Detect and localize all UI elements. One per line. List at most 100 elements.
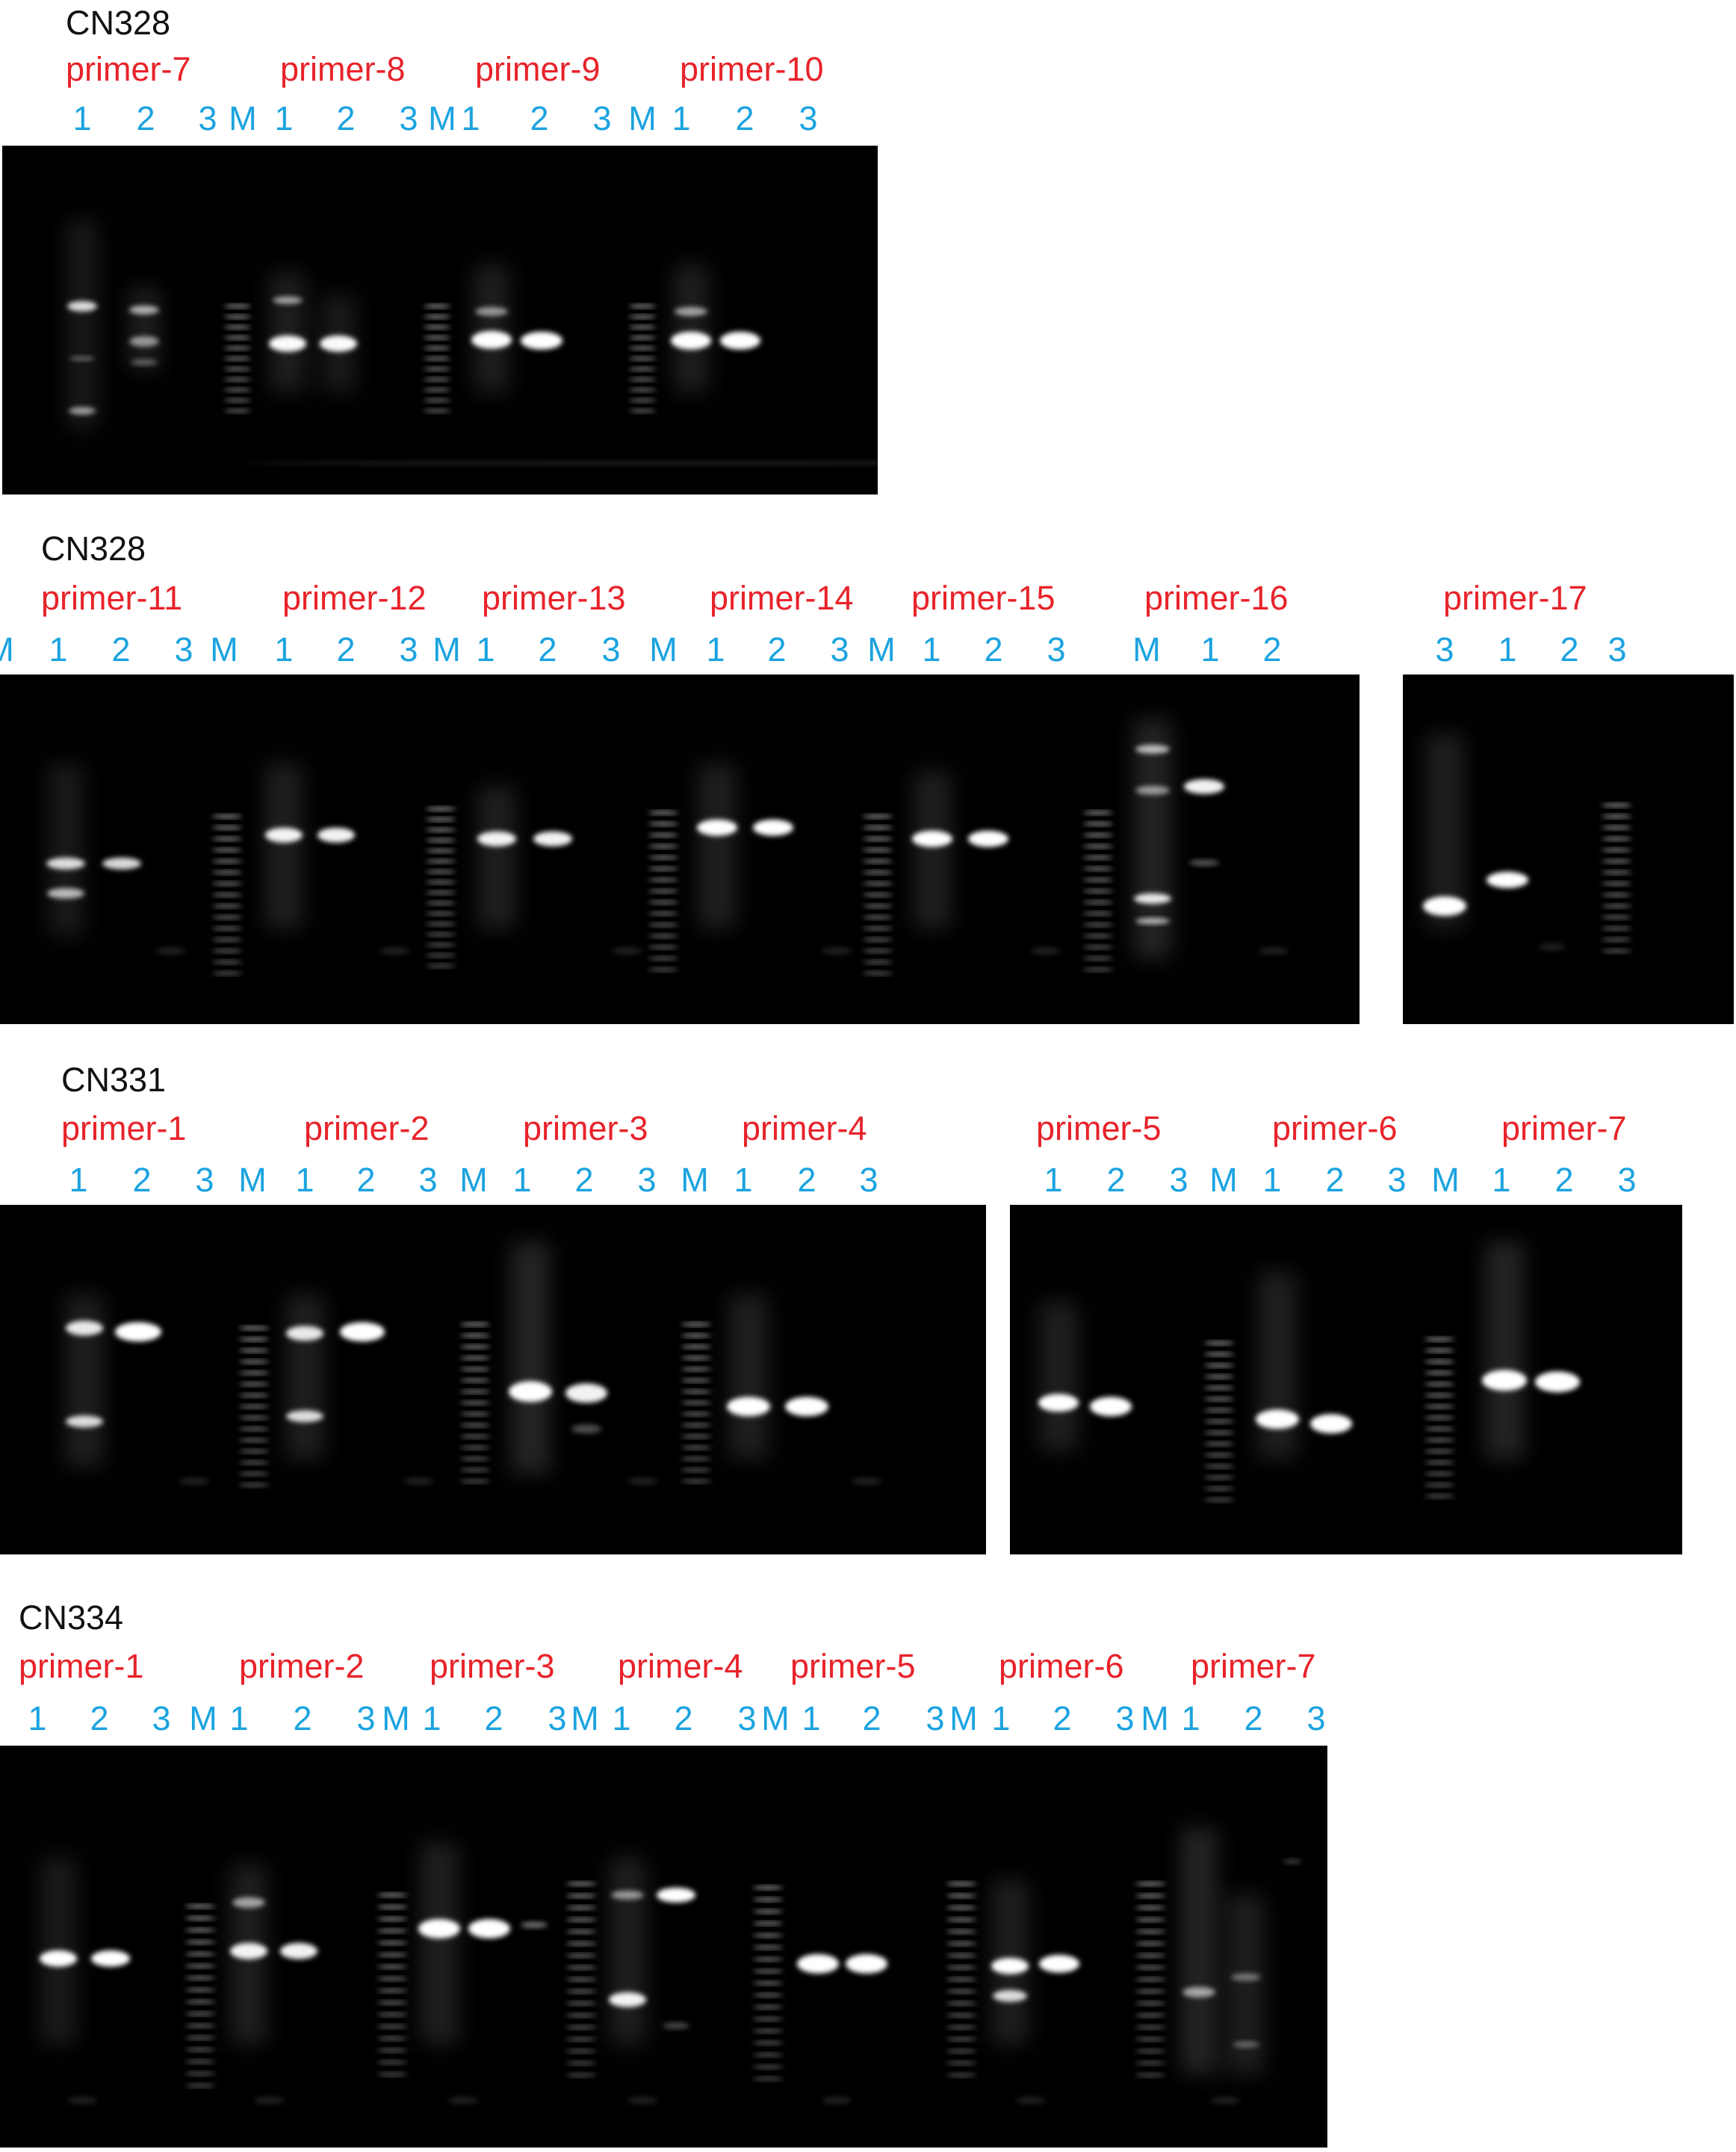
gel-smear (1485, 1242, 1524, 1459)
gel-band (1135, 2001, 1165, 2006)
primer-label: primer-7 (1501, 1109, 1627, 1147)
gel-band (67, 2097, 97, 2104)
gel-band (1135, 2061, 1165, 2065)
gel-band (1425, 1359, 1454, 1364)
gel-band (648, 889, 678, 893)
gel-band (245, 461, 878, 465)
gel-band (426, 849, 456, 853)
gel-band (1038, 1394, 1079, 1412)
lane-label: 1 (28, 1699, 47, 1737)
gel-band (753, 2029, 783, 2033)
gel-band (1425, 1393, 1454, 1398)
gel-band (426, 964, 456, 968)
gel-band (681, 1322, 711, 1327)
lane-label: 2 (136, 99, 155, 137)
gel-band (1083, 844, 1113, 849)
gel-band (185, 2000, 215, 2004)
gel-band (212, 881, 242, 886)
gel-band (681, 1378, 711, 1383)
gel-band (212, 870, 242, 875)
lane-label: 1 (734, 1161, 753, 1199)
gel-band (509, 1381, 552, 1402)
gel-band (611, 1891, 644, 1900)
gel-band (753, 1945, 783, 1950)
lane-label: 2 (1554, 1161, 1574, 1199)
gel-band (66, 1415, 103, 1427)
gel-band (426, 880, 456, 884)
gel-band (648, 934, 678, 938)
gel-band (671, 332, 711, 350)
lane-label: 1 (1044, 1161, 1063, 1199)
lane-label: 3 (1306, 1699, 1326, 1737)
gel-band (863, 848, 893, 852)
gel-band (521, 332, 562, 350)
gel-band (846, 1954, 887, 1973)
gel-band (1204, 1419, 1234, 1424)
gel-band (565, 1383, 607, 1403)
gel-band (566, 1894, 596, 1898)
gel-band (1083, 900, 1113, 905)
gel-band (1204, 1464, 1234, 1469)
gel-band (629, 346, 656, 350)
gel-band (377, 2012, 407, 2017)
gel-band (566, 2025, 596, 2029)
gel-band (1083, 889, 1113, 893)
gel-band (946, 1965, 976, 1970)
gel-band (460, 1367, 490, 1371)
gel-smear (270, 273, 305, 392)
gel-band (468, 1919, 510, 1938)
gel-band (863, 915, 893, 920)
gel-band (648, 844, 678, 849)
gel-band (753, 2017, 783, 2021)
lane-label: 3 (592, 99, 612, 137)
gel-band (286, 1410, 323, 1422)
lane-label: 1 (274, 630, 294, 669)
gel-band (239, 1348, 269, 1353)
gel-band (863, 825, 893, 830)
gel-band (629, 304, 656, 308)
primer-label: primer-2 (304, 1109, 430, 1147)
gel-band (1135, 2037, 1165, 2041)
gel-band (1204, 1475, 1234, 1480)
gel-band (1135, 1989, 1165, 1994)
gel-smear (1040, 1302, 1077, 1451)
gel-band (46, 858, 85, 869)
gel-band (1231, 1973, 1261, 1981)
lane-label: 2 (797, 1161, 816, 1199)
gel-band (629, 377, 656, 382)
gel-band (797, 1954, 839, 1973)
gel-band (1204, 1408, 1234, 1413)
gel-band (566, 2001, 596, 2006)
lane-label: 2 (484, 1699, 503, 1737)
gel-band (460, 1378, 490, 1383)
gel-band (155, 947, 185, 955)
gel-band (1602, 881, 1631, 886)
lane-label: 3 (1435, 630, 1454, 669)
gel-band (1204, 1498, 1234, 1502)
gel-band (753, 2065, 783, 2069)
gel-band (753, 2053, 783, 2057)
gel-band (115, 1322, 161, 1342)
gel-band (273, 297, 303, 304)
lane-label: 2 (735, 99, 754, 137)
lane-label: 1 (476, 630, 495, 669)
gel-band (69, 407, 96, 415)
gel-band (1602, 870, 1631, 875)
gel-band (212, 848, 242, 852)
gel-band (648, 911, 678, 916)
lane-label: 3 (737, 1699, 757, 1737)
gel-band (424, 398, 450, 403)
lane-label: 1 (612, 1699, 631, 1737)
gel-band (475, 307, 508, 316)
lane-label: 3 (399, 630, 418, 669)
gel-band (1135, 1941, 1165, 1946)
gel-band (566, 1989, 596, 1994)
primer-label: primer-13 (482, 579, 626, 617)
lane-label: 2 (530, 99, 549, 137)
gel-band (863, 814, 893, 819)
gel-band (1083, 833, 1113, 837)
gel-band (946, 2025, 976, 2029)
gel-band (426, 890, 456, 895)
gel-band (863, 937, 893, 942)
lane-label: 1 (1181, 1699, 1200, 1737)
